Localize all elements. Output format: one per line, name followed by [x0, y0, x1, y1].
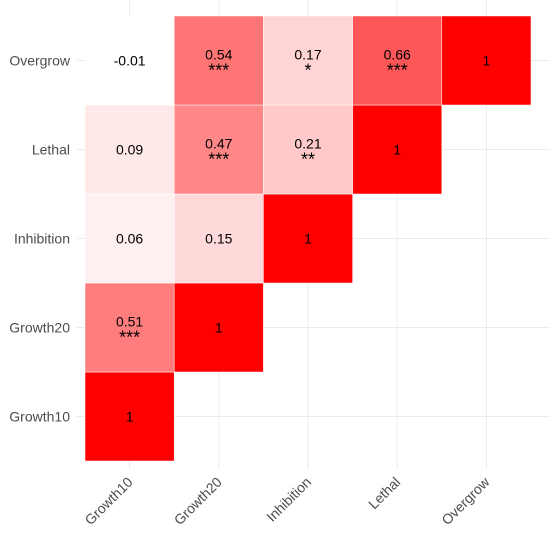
cell-value-label: 0.17	[294, 47, 321, 63]
cell-significance-label: ***	[208, 150, 229, 170]
y-tick-label-lethal: Lethal	[32, 142, 70, 158]
cell-significance-label: ***	[387, 61, 408, 81]
heatmap-cell-growth20-lethal	[173, 104, 264, 195]
cell-value-label: 0.47	[205, 136, 232, 152]
cell-value-label: 0.06	[116, 231, 143, 247]
cell-value-label: 0.21	[294, 136, 321, 152]
heatmap-cell-overgrow-overgrow	[441, 15, 532, 106]
cell-significance-label: ***	[119, 328, 140, 348]
heatmap-cell-lethal-lethal	[352, 104, 443, 195]
cell-value-label: -0.01	[114, 53, 146, 69]
heatmap-cell-inhibition-inhibition	[263, 193, 353, 284]
heatmap-cell-growth10-inhibition	[84, 193, 175, 284]
cell-value-label: 1	[126, 409, 134, 425]
cell-value-label: 1	[483, 53, 491, 69]
y-axis-ticks: Growth10 Growth20 Inhibition Lethal Overgrow	[9, 53, 71, 425]
heatmap-cell-growth20-overgrow	[173, 15, 264, 106]
cell-significance-label: *	[304, 61, 311, 81]
cell-value-label: 0.15	[205, 231, 232, 247]
cell-value-label: 0.66	[384, 47, 411, 63]
cell-value-label: 0.51	[116, 314, 143, 330]
heatmap-cell-growth20-inhibition	[173, 193, 264, 284]
cell-value-label: 1	[215, 320, 223, 336]
y-tick-label-inhibition: Inhibition	[14, 231, 70, 247]
x-tick-label-growth20: Growth20	[171, 474, 225, 528]
x-tick-label-lethal: Lethal	[365, 474, 403, 512]
cell-labels: 10.51***0.060.09-0.0110.150.47***0.54***…	[114, 47, 491, 425]
cell-significance-label: ***	[208, 61, 229, 81]
heatmap-cell-inhibition-lethal	[263, 104, 353, 195]
heatmap-cell-inhibition-overgrow	[263, 15, 353, 106]
y-tick-label-overgrow: Overgrow	[9, 53, 71, 69]
heatmap-cell-growth20-growth20	[173, 282, 264, 373]
heatmap-cells	[84, 15, 532, 462]
x-tick-label-growth10: Growth10	[81, 474, 135, 528]
y-tick-label-growth10: Growth10	[9, 409, 70, 425]
heatmap-cell-lethal-overgrow	[352, 15, 443, 106]
x-axis-ticks: Growth10 Growth20 Inhibition Lethal Overgrow	[81, 473, 493, 528]
cell-value-label: 1	[393, 142, 401, 158]
y-tick-label-growth20: Growth20	[9, 320, 70, 336]
heatmap-cell-growth10-growth20	[84, 282, 175, 373]
cell-value-label: 0.09	[116, 142, 143, 158]
cell-value-label: 0.54	[205, 47, 232, 63]
x-tick-label-inhibition: Inhibition	[263, 474, 314, 525]
heatmap-cell-growth10-overgrow	[84, 15, 175, 106]
heatmap-cell-growth10-lethal	[84, 104, 175, 195]
cell-value-label: 1	[304, 231, 312, 247]
cell-significance-label: **	[301, 150, 315, 170]
x-tick-label-overgrow: Overgrow	[438, 473, 493, 528]
